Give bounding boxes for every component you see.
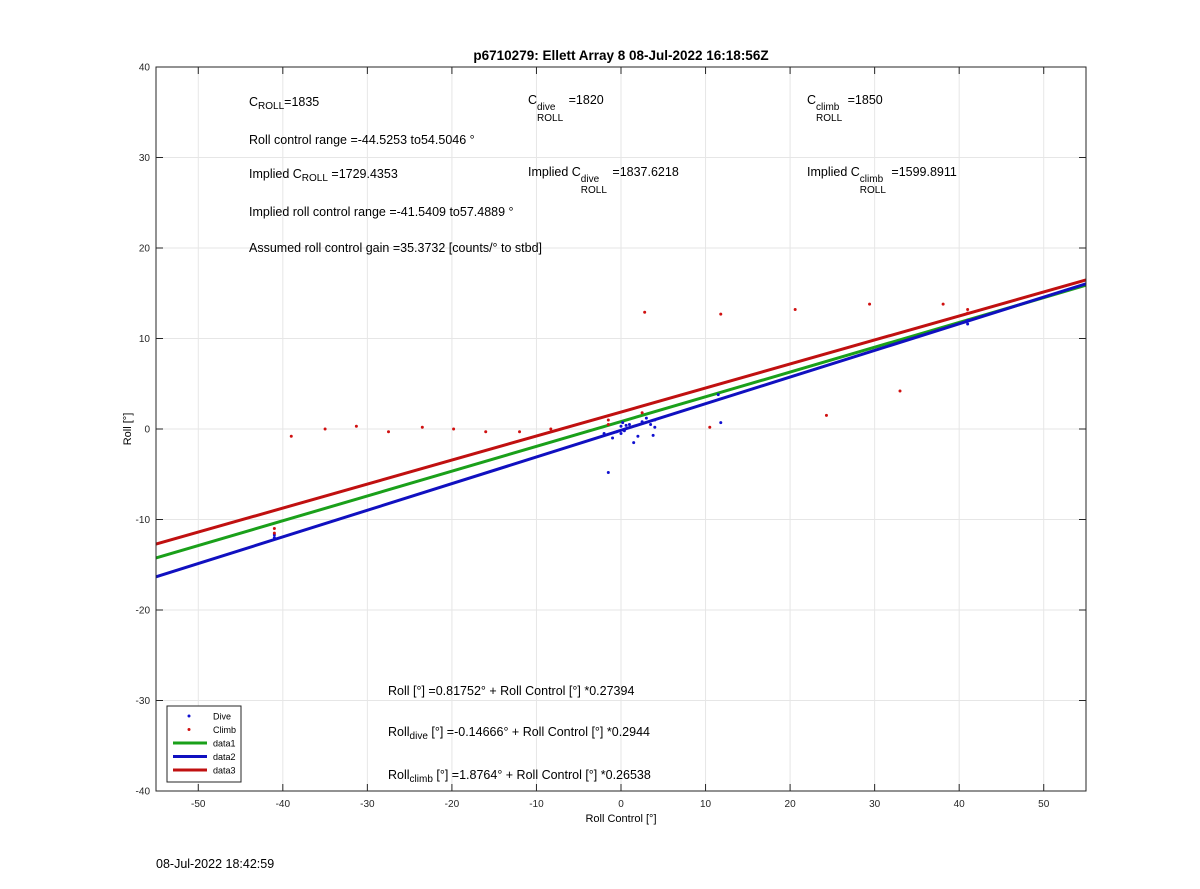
legend-label: data1 [213,739,236,749]
dive-point [624,423,628,427]
climb-point [824,413,828,417]
climb-point [272,531,276,535]
climb-point [606,422,610,426]
dive-point [649,422,653,426]
x-tick-label: 40 [954,799,966,810]
dive-point [611,436,615,440]
dive-point [619,432,623,436]
dive-point [615,430,619,434]
dive-point [619,424,623,428]
y-axis-label: Roll [°] [122,413,134,446]
dive-point [966,318,970,322]
climb-point [793,308,797,312]
x-tick-label: -10 [529,799,544,810]
x-tick-label: 30 [869,799,881,810]
y-tick-label: -10 [136,515,151,526]
dive-point [716,393,720,397]
dive-point [621,421,625,425]
legend: Dive Climb data1 data2 data3 [166,705,242,783]
climb-point [898,389,902,393]
y-tick-label: 40 [139,63,151,74]
climb-point [606,418,610,422]
fit-climb-annotation: Rollclimb [°] =1.8764° + Roll Control [°… [388,768,651,785]
legend-label: data2 [213,752,236,762]
chart-title: p6710279: Ellett Array 8 08-Jul-2022 16:… [473,48,768,63]
climb-point [518,430,522,434]
climb-point [868,302,872,306]
dive-point [653,418,657,422]
x-tick-label: -50 [191,799,206,810]
y-tick-label: 30 [139,153,151,164]
dive-point [966,322,970,326]
y-tick-label: 10 [139,334,151,345]
x-tick-label: -30 [360,799,375,810]
climb-point [966,308,970,312]
climb-point [966,311,970,315]
y-tick-label: -30 [136,696,151,707]
x-tick-label: 50 [1038,799,1050,810]
climb-point [484,430,488,434]
climb-point [941,302,945,306]
fit-line-data1 [155,283,1087,560]
dive-point [640,420,644,424]
dive-point [272,536,276,540]
legend-label: Dive [213,712,231,722]
axes: -50 -40 -30 -20 -10 0 10 20 30 40 50 -40 -30 -20 -10 0 1… [136,63,1086,810]
dive-point [653,425,657,429]
climb-point [640,411,644,415]
dive-point [602,432,606,436]
implied-roll-control-range-annotation: Implied roll control range =-41.5409 to5… [249,205,514,219]
legend-label: Climb [213,725,236,735]
y-tick-label: -40 [136,787,151,798]
assumed-gain-annotation: Assumed roll control gain =35.3732 [coun… [249,241,543,255]
dive-point [627,422,631,426]
fit-line-data3 [155,278,1087,546]
climb-point [323,427,327,431]
climb-point [549,427,553,431]
plot-border [155,66,1087,792]
climb-point [708,425,712,429]
x-tick-label: -40 [276,799,291,810]
climb-point [643,310,647,314]
legend-marker-climb [187,728,191,731]
x-axis-label: Roll Control [°] [585,813,656,825]
implied-c-roll-annotation: Implied CROLL =1729.4353 [249,167,398,184]
x-tick-label: 10 [700,799,712,810]
fit-dive-annotation: Rolldive [°] =-0.14666° + Roll Control [… [388,725,650,742]
dive-point [719,421,723,425]
dive-point [632,441,636,445]
fit-all-annotation: Roll [°] =0.81752° + Roll Control [°] *0… [388,684,635,698]
dive-point [622,429,626,433]
x-tick-label: -20 [445,799,460,810]
dive-point [636,434,640,438]
climb-point [387,430,390,434]
climb-point [354,424,358,428]
legend-label: data3 [213,766,236,776]
roll-control-range-annotation: Roll control range =-44.5253 to54.5046 ° [249,133,475,147]
y-tick-label: 0 [144,425,150,436]
dive-point [606,470,610,474]
c-roll-annotation: CROLL=1835 [249,95,320,112]
x-tick-label: 0 [618,799,624,810]
y-tick-label: 20 [139,244,151,255]
x-tick-label: 20 [785,799,797,810]
y-tick-label: -20 [136,606,151,617]
dive-point [644,416,648,420]
climb-point [719,312,723,316]
climb-point [289,434,293,438]
fit-line-data2 [155,282,1087,579]
legend-marker-dive [187,714,191,718]
data-series [155,278,1087,579]
dive-point [651,433,655,437]
print-timestamp: 08-Jul-2022 18:42:59 [156,857,275,871]
climb-point [272,527,276,531]
climb-point [452,427,456,431]
climb-point [420,425,424,429]
